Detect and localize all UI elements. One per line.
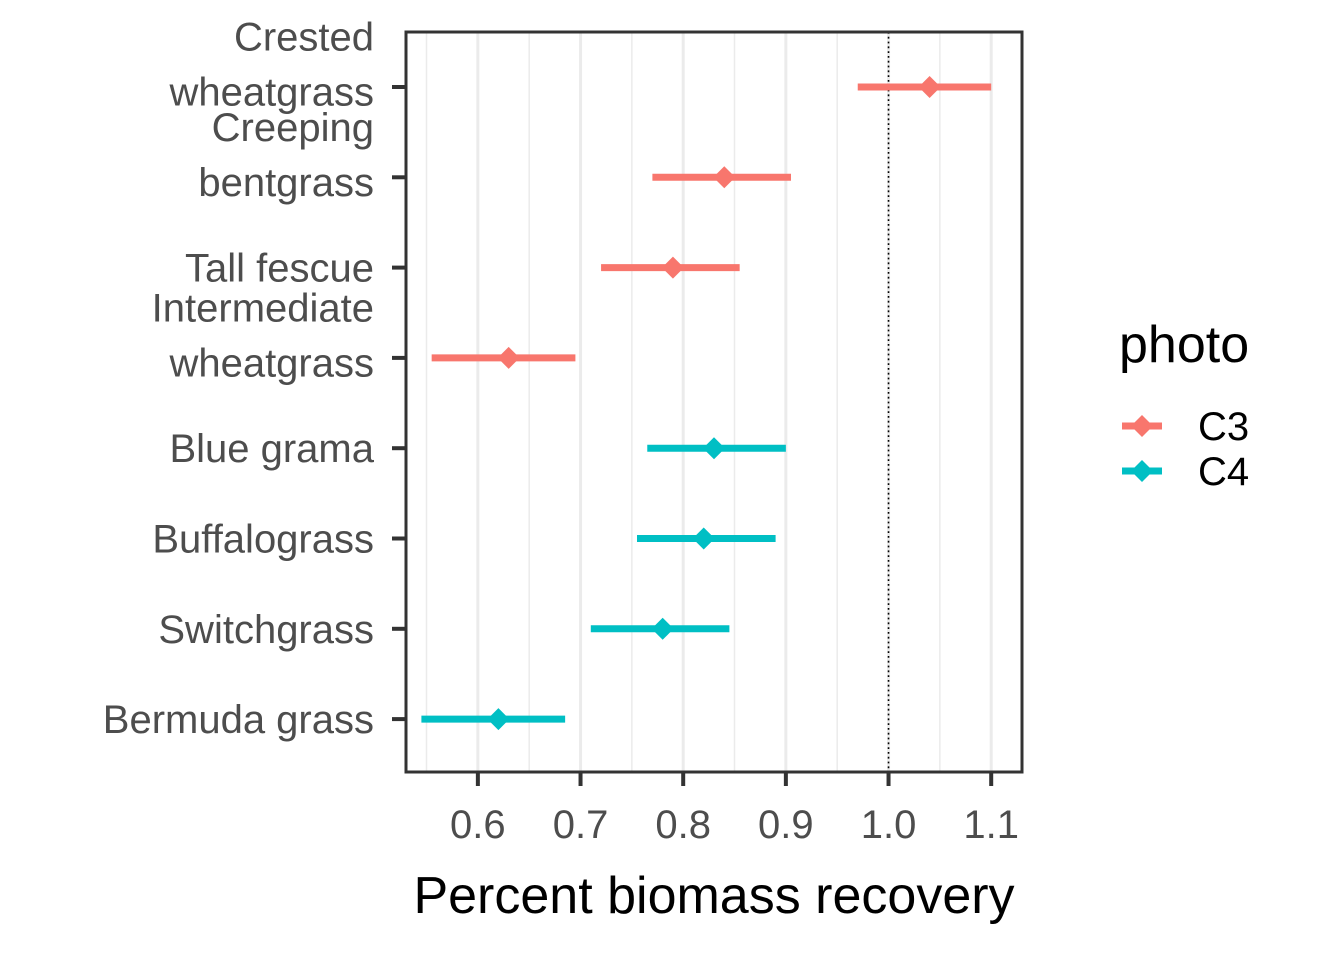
point-estimate <box>661 256 684 279</box>
legend-key-marker <box>1131 415 1153 437</box>
x-tick-label: 0.7 <box>553 803 609 847</box>
legend-label: C4 <box>1198 450 1249 494</box>
y-tick-label: Intermediate wheatgrass <box>152 286 374 385</box>
x-axis-title: Percent biomass recovery <box>413 867 1014 925</box>
point-estimate <box>713 166 736 189</box>
y-tick-label: Buffalograss <box>152 518 374 562</box>
y-tick-label: Tall fescue <box>185 247 374 291</box>
y-tick-label: Switchgrass <box>158 608 374 652</box>
legend-key-marker <box>1131 460 1153 482</box>
y-tick-label: Bermuda grass <box>103 698 374 742</box>
y-tick-label: Crested wheatgrass <box>168 16 374 115</box>
legend-label: C3 <box>1198 405 1249 449</box>
point-estimate <box>497 346 520 369</box>
y-tick-label: Creeping bentgrass <box>198 106 374 205</box>
panel-border <box>404 30 1024 774</box>
x-tick-label: 1.1 <box>963 803 1019 847</box>
x-tick-label: 0.6 <box>450 803 506 847</box>
x-tick-label: 0.9 <box>758 803 814 847</box>
point-estimate <box>487 708 510 731</box>
point-estimate <box>703 437 725 460</box>
point-estimate <box>918 76 941 98</box>
point-estimate <box>692 527 715 550</box>
point-estimate <box>651 617 674 640</box>
x-tick-label: 1.0 <box>861 803 917 847</box>
plot-panel <box>404 30 1024 774</box>
x-axis: 0.6 0.7 0.8 0.9 1.0 1.1 <box>450 772 1019 847</box>
y-tick-label: Blue grama <box>169 427 374 471</box>
x-tick-label: 0.8 <box>655 803 711 847</box>
legend-title: photo <box>1119 316 1249 374</box>
